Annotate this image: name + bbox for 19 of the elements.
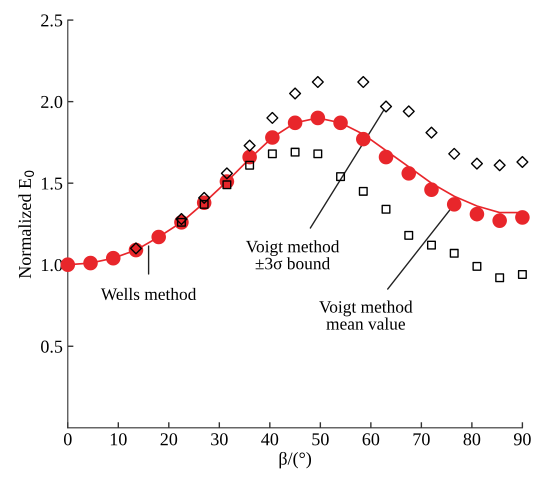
x-tick-label: 90 <box>514 433 531 446</box>
y-tick-label: 2.5 <box>41 14 62 27</box>
x-axis-title: β/(°) <box>280 452 312 468</box>
x-tick-label: 40 <box>261 433 278 446</box>
annotation: Voigt method ±3σ bound <box>246 240 340 270</box>
x-tick-label: 60 <box>362 433 380 446</box>
annotation: Voigt method mean value <box>319 300 412 330</box>
x-tick-label: 0 <box>64 433 72 446</box>
y-tick-label: 0.5 <box>41 340 62 353</box>
x-tick-label: 10 <box>110 433 127 446</box>
y-tick-label: 1.5 <box>42 178 62 190</box>
x-tick-label: 30 <box>211 433 228 446</box>
x-tick-label: 80 <box>464 433 480 446</box>
x-tick-label: 70 <box>414 433 430 446</box>
x-tick-label: 50 <box>312 433 329 446</box>
annotation: Wells method <box>100 288 196 300</box>
y-tick-label: 2.0 <box>41 96 62 108</box>
x-tick-label: 20 <box>160 433 178 446</box>
y-axis-title: Normalized E$_{0}$ <box>18 170 34 278</box>
